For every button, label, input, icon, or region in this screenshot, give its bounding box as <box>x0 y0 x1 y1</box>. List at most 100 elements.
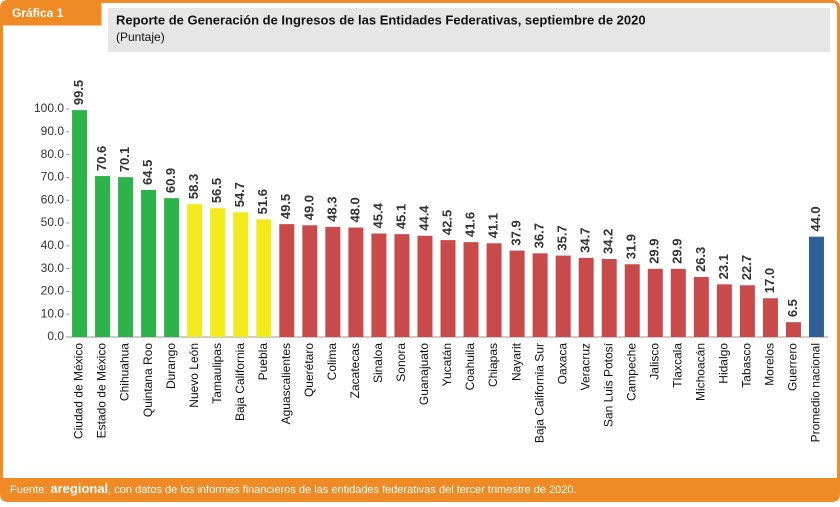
bar <box>256 219 272 337</box>
value-label: 31.9 <box>624 234 639 259</box>
bar <box>739 285 755 337</box>
bar <box>555 255 571 337</box>
chart-subtitle: (Puntaje) <box>116 30 165 44</box>
x-tick-label: Michoacán <box>694 343 708 401</box>
tag-box <box>1 1 102 26</box>
bar <box>371 233 387 337</box>
x-tick-label: Nuevo León <box>187 343 201 408</box>
y-tick-label: 20.0 <box>41 284 65 298</box>
x-tick-label: Zacatecas <box>348 343 362 398</box>
x-tick-label: Querétaro <box>302 343 316 397</box>
y-tick-label: 90.0 <box>41 124 65 138</box>
bar <box>187 204 203 337</box>
x-tick-label: Chiapas <box>486 343 500 387</box>
value-label: 48.3 <box>324 197 339 222</box>
bar <box>302 225 318 337</box>
value-label: 44.4 <box>416 205 431 231</box>
source-prefix: Fuente: <box>10 484 47 496</box>
value-label: 34.2 <box>601 229 616 254</box>
bar <box>693 277 709 337</box>
x-tick-label: Yucatán <box>440 343 454 386</box>
bar <box>624 264 640 337</box>
y-tick-label: 100.0 <box>34 101 64 115</box>
bar <box>118 177 134 337</box>
bar <box>509 250 525 337</box>
x-tick-label: San Luis Potosí <box>601 342 615 427</box>
value-label: 99.5 <box>71 80 86 105</box>
value-label: 70.1 <box>117 147 132 172</box>
bar <box>486 243 502 337</box>
bar <box>463 242 479 337</box>
value-label: 51.6 <box>255 189 270 214</box>
bar <box>348 227 364 337</box>
x-tick-label: Puebla <box>256 343 270 381</box>
x-tick-label: Baja California Sur <box>532 343 546 443</box>
x-tick-label: Durango <box>164 343 178 389</box>
value-label: 45.1 <box>393 204 408 229</box>
source: Fuente: aregional, con datos de los info… <box>10 481 577 496</box>
value-label: 64.5 <box>140 160 155 185</box>
bar <box>440 240 456 337</box>
source-text: , con datos de los informes financieros … <box>108 484 576 496</box>
footer-band <box>1 478 839 501</box>
x-tick-label: Tlaxcala <box>670 343 684 388</box>
y-tick-label: 30.0 <box>41 261 65 275</box>
bar <box>670 268 686 337</box>
value-label: 41.1 <box>485 213 500 238</box>
x-tick-label: Nayarit <box>509 342 523 381</box>
chart-title: Reporte de Generación de Ingresos de las… <box>116 12 646 27</box>
value-label: 6.5 <box>785 299 800 317</box>
value-label: 42.5 <box>439 210 454 235</box>
y-tick-label: 50.0 <box>41 215 65 229</box>
bar <box>233 212 249 337</box>
x-tick-label: Hidalgo <box>717 343 731 384</box>
x-tick-label: Coahuila <box>463 343 477 391</box>
x-tick-label: Guanajuato <box>417 343 431 405</box>
bar <box>394 234 410 337</box>
value-label: 56.5 <box>209 178 224 203</box>
x-tick-label: Sonora <box>394 343 408 382</box>
x-tick-label: Tamaulipas <box>210 343 224 404</box>
x-tick-label: Campeche <box>624 343 638 401</box>
value-label: 70.6 <box>94 146 109 171</box>
x-tick-label: Sinaloa <box>371 343 385 383</box>
value-label: 60.9 <box>163 168 178 193</box>
x-tick-label: Oaxaca <box>555 343 569 385</box>
bar <box>601 259 617 337</box>
x-tick-label: Promedio nacional <box>809 343 823 442</box>
x-tick-label: Quintana Roo <box>141 343 155 417</box>
x-tick-label: Baja California <box>233 343 247 421</box>
bar <box>95 176 111 337</box>
x-tick-label: Colima <box>325 343 339 381</box>
value-label: 26.3 <box>693 247 708 272</box>
bar <box>417 235 433 337</box>
x-tick-label: Aguascalientes <box>279 343 293 424</box>
bar <box>141 189 157 337</box>
bar <box>647 268 663 337</box>
bar <box>279 224 295 337</box>
value-label: 45.4 <box>370 202 385 228</box>
y-tick-label: 0.0 <box>47 329 64 343</box>
title-box <box>108 8 830 52</box>
x-tick-label: Estado de México <box>95 343 109 439</box>
value-label: 41.6 <box>462 212 477 237</box>
bar <box>716 284 732 337</box>
value-label: 49.0 <box>301 195 316 220</box>
x-tick-label: Jalisco <box>647 343 661 380</box>
value-label: 23.1 <box>716 254 731 279</box>
value-label: 37.9 <box>509 220 524 245</box>
x-tick-label: Tabasco <box>740 343 754 388</box>
x-tick-label: Chihuahua <box>118 343 132 401</box>
bar <box>762 298 778 337</box>
x-tick-label: Morelos <box>763 343 777 386</box>
value-label: 29.9 <box>647 239 662 264</box>
bar <box>164 198 180 337</box>
bar <box>785 322 801 337</box>
value-label: 54.7 <box>232 182 247 207</box>
bar <box>210 208 226 337</box>
x-tick-label: Ciudad de México <box>72 343 86 439</box>
x-tick-label: Guerrero <box>786 343 800 391</box>
value-label: 44.0 <box>808 206 823 231</box>
bar <box>72 110 88 337</box>
